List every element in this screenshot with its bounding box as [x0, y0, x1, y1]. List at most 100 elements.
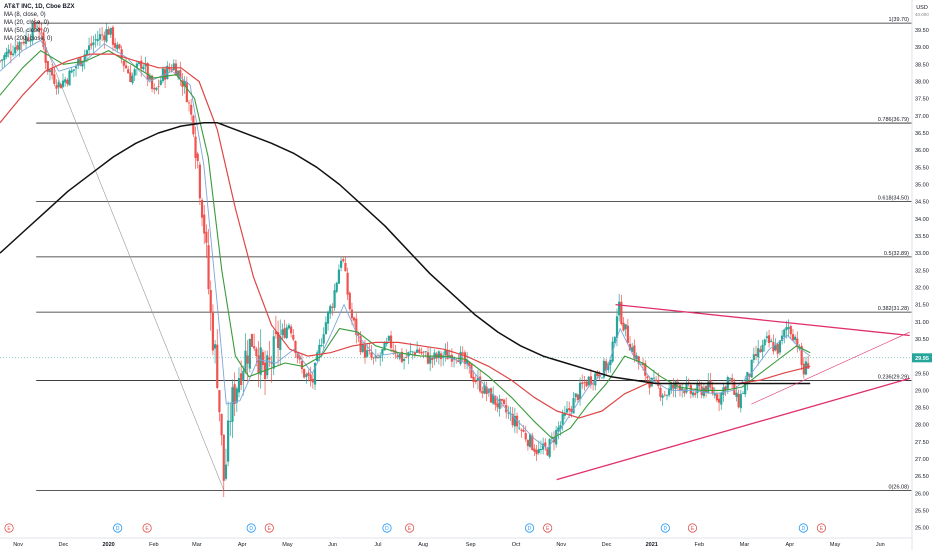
candle-body [374, 356, 377, 359]
candle-body [166, 65, 169, 80]
candle-body [303, 369, 306, 378]
price-tick-label: 36.00 [915, 148, 929, 154]
price-tick-label: 32.50 [915, 268, 929, 274]
candle-body [22, 41, 25, 44]
candle-body [489, 388, 493, 403]
candle-body [200, 199, 204, 218]
event-marker-label: D [802, 526, 806, 532]
candle-body [568, 408, 571, 411]
candle-body [468, 362, 471, 366]
price-tick-label: 34.00 [915, 217, 929, 223]
price-tick-label: 37.50 [915, 97, 929, 103]
candle-body [376, 357, 380, 358]
price-tick-label: 27.50 [915, 440, 929, 446]
time-tick-label: 2021 [646, 542, 658, 548]
candle-body [442, 356, 445, 358]
candle-body [240, 373, 243, 386]
time-tick-label: May [830, 542, 841, 548]
candle-body [731, 377, 734, 382]
candle-body [11, 53, 15, 56]
candle-body [246, 355, 249, 364]
triangle-lower-line [556, 377, 910, 481]
candle-body [116, 44, 119, 50]
candle-body [476, 377, 480, 381]
candle-body [678, 385, 682, 391]
candle-body [591, 383, 595, 385]
candle-body [807, 363, 810, 369]
event-marker-label: E [691, 526, 695, 532]
candle-body [342, 259, 345, 262]
fib-trend-line [35, 23, 225, 491]
time-axis[interactable]: Nov Dec 2020 Feb Mar Apr May Jun Jul Aug Sep Oct Nov… [0, 537, 912, 548]
candle-body [68, 70, 71, 86]
candle-body [261, 352, 264, 366]
price-tick-label: 34.50 [915, 200, 929, 206]
candle-body [526, 440, 530, 447]
time-tick-label: Feb [695, 542, 704, 548]
legend-ma8[interactable]: MA (8, close, 0) [4, 12, 46, 18]
candle-body [761, 344, 764, 352]
price-tick-label: 30.50 [915, 337, 929, 343]
candle-body [96, 39, 99, 41]
candle-body [253, 346, 256, 349]
candle-body [416, 349, 419, 353]
candle-body [668, 388, 671, 396]
candle-body [177, 70, 180, 78]
candle-body [233, 384, 236, 404]
time-tick-label: Mar [192, 542, 202, 548]
symbol-title[interactable]: AT&T INC, 1D, Cboe BZX [4, 4, 75, 10]
candle-body [31, 23, 34, 41]
legend-ma20[interactable]: MA (20, close, 0) [4, 20, 50, 26]
candle-body [431, 357, 434, 361]
earnings-marker [816, 523, 827, 533]
fib-level-label: 0.382(31.28) [878, 306, 909, 312]
time-tick-label: Jun [876, 542, 885, 548]
candle-body [802, 363, 805, 375]
event-marker-label: E [408, 526, 412, 532]
earnings-marker [687, 523, 698, 533]
candle-body [763, 339, 766, 346]
price-tick-label: 33.50 [915, 234, 929, 240]
candle-body [589, 376, 593, 385]
candle-body [90, 43, 93, 46]
time-tick-label: Dec [602, 542, 612, 548]
earnings-marker [543, 523, 553, 533]
triangle-pattern [556, 303, 910, 481]
earnings-marker [142, 523, 152, 533]
candle-body [0, 60, 2, 62]
candle-body [55, 85, 58, 89]
candle-body [5, 51, 8, 57]
candle-body [496, 403, 499, 408]
candle-body [131, 75, 134, 83]
candle-body [181, 80, 184, 87]
candle-body [283, 328, 286, 338]
legend-ma50[interactable]: MA (50, close, 0) [4, 28, 50, 34]
event-marker-label: E [820, 526, 824, 532]
candle-body [602, 360, 606, 378]
price-tick-label: 29.00 [915, 388, 929, 394]
candle-body [422, 351, 425, 353]
candle-body [350, 309, 354, 319]
candle-body [498, 398, 501, 409]
candle-body [537, 448, 540, 453]
candle-body [420, 352, 423, 354]
fib-level-label: 0(26.08) [889, 485, 910, 491]
candle-body [518, 427, 521, 429]
candle-body [626, 325, 629, 343]
candle-body [411, 351, 414, 353]
candle-body [150, 75, 154, 89]
candle-body [637, 356, 640, 364]
candle-body [159, 80, 162, 85]
candle-body [135, 63, 138, 68]
candle-body [137, 61, 141, 64]
candle-body [457, 360, 460, 363]
legend-ma200[interactable]: MA (200, close, 0) [4, 36, 53, 42]
candle-body [155, 87, 158, 90]
candle-body [144, 63, 147, 67]
candle-body [33, 21, 36, 29]
candle-body [29, 39, 32, 42]
candle-body [555, 430, 558, 445]
